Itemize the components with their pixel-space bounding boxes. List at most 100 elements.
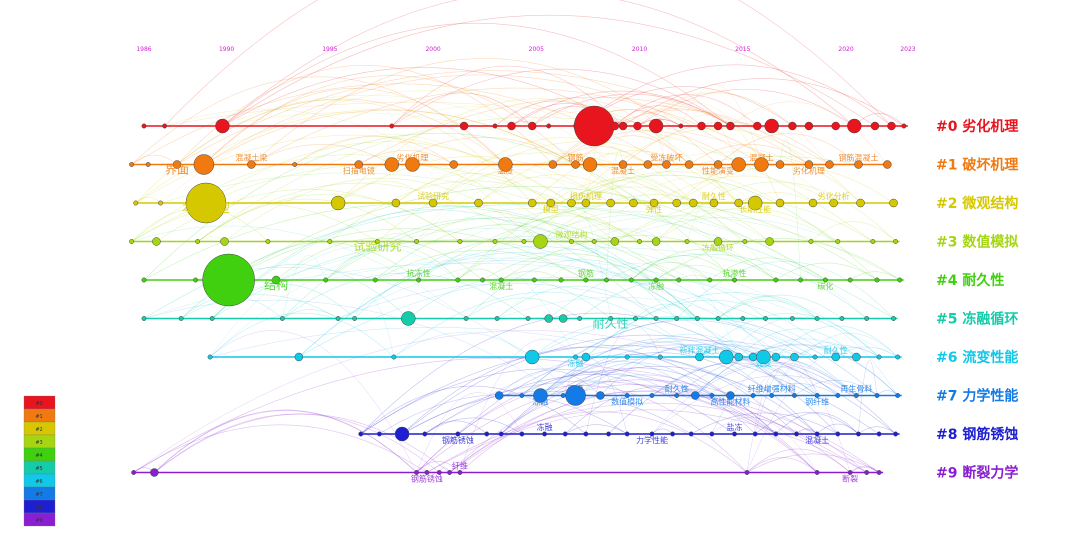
citation-node xyxy=(498,157,513,172)
citation-arc xyxy=(501,366,818,435)
legend-text: #1 xyxy=(35,414,42,420)
citation-arc xyxy=(676,261,894,319)
citation-node xyxy=(436,470,442,475)
citation-node xyxy=(376,431,382,437)
citation-node xyxy=(558,314,568,323)
node-label: 冻融 xyxy=(532,397,548,407)
citation-arc xyxy=(501,270,562,281)
citation-node xyxy=(428,198,438,208)
node-label: 耐久性 xyxy=(665,384,689,394)
citation-arc xyxy=(717,300,818,319)
citation-node xyxy=(422,431,428,437)
cluster-label: #2 微观结构 xyxy=(936,195,1018,212)
citation-node xyxy=(734,352,743,362)
citation-arc xyxy=(585,292,880,358)
citation-arc xyxy=(552,146,649,165)
citation-arc xyxy=(395,172,551,204)
citation-node xyxy=(531,277,537,283)
node-label: 钢筋 xyxy=(578,268,594,278)
citation-node xyxy=(330,195,346,211)
citation-node xyxy=(546,123,552,129)
citation-arc xyxy=(358,150,454,165)
citation-arc xyxy=(251,87,781,165)
citation-arc xyxy=(401,390,692,435)
citation-node xyxy=(546,198,556,208)
citation-node xyxy=(389,123,395,129)
citation-node xyxy=(764,118,779,134)
cross-cluster-arc xyxy=(622,110,667,165)
citation-node xyxy=(822,277,828,283)
node-label: 受冻破坏 xyxy=(650,153,682,163)
citation-arc xyxy=(391,65,624,127)
citation-node xyxy=(215,118,230,134)
citation-arc xyxy=(540,344,818,396)
cross-cluster-arc xyxy=(282,255,326,319)
citation-arc xyxy=(521,371,677,396)
citation-node xyxy=(519,393,525,398)
citation-node xyxy=(571,160,580,169)
citation-node xyxy=(726,391,735,400)
citation-arc xyxy=(482,253,657,281)
citation-node xyxy=(628,277,634,283)
cross-cluster-arc xyxy=(494,97,690,165)
legend-text: #6 xyxy=(35,479,42,485)
citation-node xyxy=(459,121,469,131)
citation-node xyxy=(649,393,655,398)
citation-arc xyxy=(360,385,587,435)
cross-cluster-arc xyxy=(651,375,857,435)
citation-node xyxy=(279,316,285,321)
citation-node xyxy=(604,277,609,283)
citation-node xyxy=(773,277,779,283)
cross-cluster-arc xyxy=(637,92,830,165)
citation-node xyxy=(835,393,841,398)
cross-cluster-arc xyxy=(858,360,878,435)
citation-arc xyxy=(575,374,712,396)
citation-arc xyxy=(395,152,694,204)
citation-node xyxy=(414,470,420,475)
citation-arc xyxy=(699,347,739,358)
citation-arc xyxy=(135,99,533,204)
node-label: 结构 xyxy=(264,277,288,292)
node-label: 劣化机理 xyxy=(396,153,428,163)
citation-node xyxy=(494,316,500,321)
node-label: 碳化 xyxy=(817,281,833,291)
citation-node xyxy=(653,277,659,283)
citation-arc xyxy=(521,320,857,396)
citation-arc xyxy=(224,177,541,242)
citation-arc xyxy=(548,253,867,319)
citation-node xyxy=(352,316,358,321)
citation-node xyxy=(657,354,663,360)
citation-node xyxy=(394,426,410,442)
node-label: 耐久性 xyxy=(593,317,629,331)
citation-node xyxy=(527,198,537,208)
citation-node xyxy=(131,470,137,475)
citation-arc xyxy=(282,218,677,319)
cross-cluster-arc xyxy=(523,214,867,319)
citation-arc xyxy=(143,132,735,281)
citation-arc xyxy=(494,215,640,242)
citation-node xyxy=(713,121,723,131)
citation-node xyxy=(391,198,401,208)
citation-arc xyxy=(850,271,900,281)
citation-node xyxy=(629,198,638,208)
citation-arc xyxy=(752,383,838,396)
citation-node xyxy=(678,123,684,129)
citation-arc xyxy=(849,465,880,473)
citation-arc xyxy=(717,133,859,165)
citation-arc xyxy=(401,380,776,435)
cross-cluster-arc xyxy=(210,327,772,396)
citation-node xyxy=(754,157,769,172)
cross-cluster-arc xyxy=(746,347,880,473)
citation-node xyxy=(790,352,799,362)
citation-node xyxy=(756,349,771,365)
citation-node xyxy=(891,316,896,321)
legend-text: #3 xyxy=(35,440,42,446)
node-label: 钢筋锈蚀 xyxy=(411,474,443,484)
citation-arc xyxy=(228,228,587,281)
citation-arc xyxy=(775,262,878,281)
citation-node xyxy=(674,316,680,321)
citation-node xyxy=(688,431,694,437)
citation-node xyxy=(775,160,785,169)
citation-node xyxy=(769,393,775,398)
citation-arc xyxy=(478,152,715,204)
